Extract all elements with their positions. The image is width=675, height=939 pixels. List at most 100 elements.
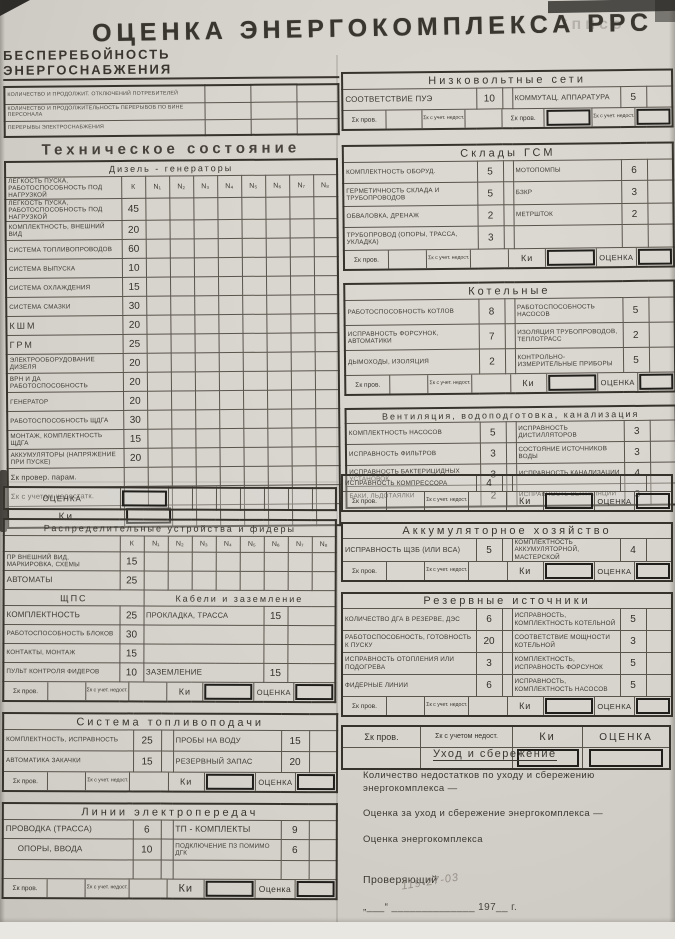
row-label: Комплектность, исправность форсунок: [511, 652, 621, 675]
grid-cell: [143, 551, 168, 572]
row-label: Комплектность насосов: [345, 422, 480, 445]
page-right-top: Низковольтные сети Соответствие ПУЭ 10 К…: [341, 68, 675, 509]
table-row: Исправность ЩЗБ (или ВСА) 5 Комплектность …: [341, 538, 673, 562]
grid-cell: [501, 538, 513, 562]
row-value: [123, 467, 148, 487]
grid-cell: [219, 409, 244, 429]
sum-checked-label: Σк пров.: [346, 375, 391, 394]
grid-cell: [649, 420, 675, 442]
grid-cell: [291, 409, 316, 429]
grid-cell: [3, 535, 120, 552]
row-label: Исправность фильтров: [345, 443, 481, 466]
row-label: [172, 860, 281, 880]
sub-heading-cables-grounding: Кабели и заземление: [143, 589, 336, 607]
row-label: Прокладка, трасса: [143, 605, 264, 626]
sum-checked-label: Σк пров.: [343, 110, 387, 129]
row-label: Пульт контроля фидеров: [3, 662, 120, 682]
table-row: Работоспособность блоков 30: [3, 624, 336, 645]
table-row: Легкость пуска, работоспособность под на…: [5, 196, 338, 222]
grid-cell: [313, 218, 338, 239]
grid-cell: [241, 219, 266, 239]
table-row: [2, 859, 337, 880]
grid-cell: [648, 297, 675, 323]
column-header: N₆: [263, 536, 288, 553]
grid-cell: [241, 257, 267, 277]
grid-cell: [243, 409, 268, 429]
row-label: Комплектность: [3, 605, 120, 625]
row-value: 45: [121, 198, 146, 221]
sum-checked-label: Σк пров.: [3, 772, 49, 791]
column-header: К: [119, 535, 144, 552]
sum-checked-cell: [387, 697, 426, 715]
score-label: Оценка: [595, 562, 636, 580]
row-value: 10: [121, 258, 147, 278]
grid-cell: [645, 674, 673, 697]
row-value: 25: [119, 570, 144, 590]
grid-cell: [504, 298, 515, 324]
grid-cell: [265, 197, 290, 220]
column-header: N₅: [241, 175, 266, 198]
grid-cell: [146, 296, 171, 316]
ki-box: [544, 492, 595, 510]
section-heading: Аккумуляторное хозяйство: [341, 522, 673, 539]
table-row: ПР внешний вид, маркировка, схемы 15: [3, 551, 336, 572]
table-row: Комплектность, исправность 25 Пробы на вод…: [3, 729, 338, 752]
grid-cell: [218, 352, 243, 372]
grid-cell: [204, 119, 251, 136]
row-value: 30: [119, 624, 144, 644]
grid-cell: [647, 224, 674, 248]
table-header-row: Легкость пуска, работоспособность под на…: [5, 174, 338, 200]
sum-row: Σк пров. Σк с учет. недост. Ки Оценка: [341, 696, 673, 717]
grid-cell: [314, 370, 340, 391]
grid-cell: [193, 197, 218, 221]
row-value: 3: [621, 180, 648, 204]
grid-cell: [266, 276, 291, 296]
row-label: Опоры, ввода: [2, 838, 133, 860]
row-label: Пробы на воду: [173, 730, 282, 752]
grid-cell: [239, 552, 264, 572]
ki-box: [547, 373, 599, 392]
grid-cell: [313, 196, 338, 220]
grid-cell: [645, 652, 673, 675]
row-label: Монтаж, комплектность ЩДГА: [7, 429, 124, 450]
grid-cell: [161, 751, 174, 773]
grid-cell: [146, 334, 171, 354]
grid-cell: [311, 488, 336, 511]
value-box: [516, 749, 579, 767]
grid-cell: [648, 347, 675, 373]
grid-cell: [191, 552, 216, 572]
grid-cell: [287, 552, 312, 572]
sum-checked-cell: [385, 110, 424, 129]
row-label: Герметичность склада и трубопроводов: [343, 182, 478, 207]
row-value: 25: [119, 605, 144, 625]
grid-cell: [191, 571, 216, 591]
row-value: 15: [263, 663, 288, 683]
row-label: КШМ: [6, 315, 123, 336]
row-value: 20: [475, 630, 503, 653]
sum-row: Σк пров. Σк с учет. недост. Ки Оценка: [3, 681, 336, 703]
grid-cell: [504, 323, 515, 349]
score-label: Оценка: [254, 682, 295, 702]
table-row: Автоматика закачки 15 Резервный запас 20: [3, 750, 338, 773]
row-value: 25: [133, 729, 162, 752]
row-label: Резервный запас: [173, 751, 282, 773]
care-section: Уход и сбережение Количество недостатков…: [363, 744, 673, 915]
score-label: Оценка: [255, 879, 296, 899]
value-box: [296, 881, 335, 898]
row-label: Электрооборудование дизеля: [6, 353, 123, 374]
grid-cell: [147, 467, 172, 487]
grid-cell: [145, 220, 170, 240]
grid-cell: [290, 352, 315, 372]
sum-checked-cell: [387, 492, 426, 510]
row-label: Σк провер. парам.: [7, 467, 124, 488]
grid-cell: [242, 352, 267, 372]
row-label: Генератор: [7, 391, 124, 412]
grid-cell: [195, 428, 220, 449]
value-box: [544, 698, 593, 714]
row-label: ТП - комплекты: [172, 820, 281, 840]
grid-cell: [645, 630, 673, 653]
grid-cell: [296, 84, 339, 102]
column-header: N₆: [265, 175, 290, 198]
score-label: Оценка: [599, 731, 653, 743]
row-label: Исправность компрессора: [341, 474, 477, 492]
